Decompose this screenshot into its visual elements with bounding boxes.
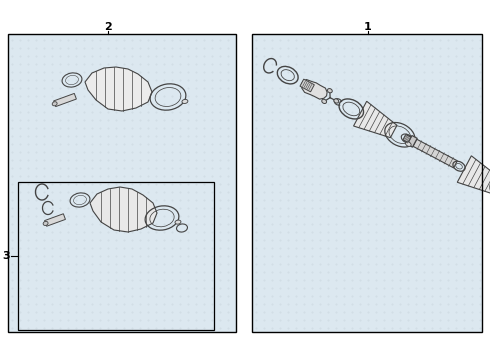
Polygon shape (413, 139, 457, 168)
Text: 1: 1 (364, 22, 372, 32)
Ellipse shape (182, 99, 188, 103)
Ellipse shape (322, 99, 326, 104)
Polygon shape (300, 79, 314, 92)
Bar (8, 34, 236, 332)
Ellipse shape (43, 221, 48, 225)
Polygon shape (301, 80, 327, 99)
Text: 2: 2 (104, 22, 112, 32)
Polygon shape (354, 101, 397, 138)
Bar (8, 34, 236, 332)
Polygon shape (85, 67, 152, 111)
Polygon shape (407, 135, 417, 147)
Ellipse shape (327, 89, 332, 93)
Text: 3: 3 (2, 251, 10, 261)
Polygon shape (53, 93, 76, 107)
Ellipse shape (175, 220, 181, 224)
Ellipse shape (406, 142, 411, 147)
Polygon shape (90, 187, 157, 232)
Ellipse shape (52, 102, 57, 106)
Polygon shape (403, 135, 411, 143)
Bar (252, 34, 482, 332)
Ellipse shape (334, 99, 339, 103)
Bar (252, 34, 482, 332)
Polygon shape (45, 214, 66, 226)
Bar (18, 182, 214, 330)
Polygon shape (457, 156, 490, 195)
